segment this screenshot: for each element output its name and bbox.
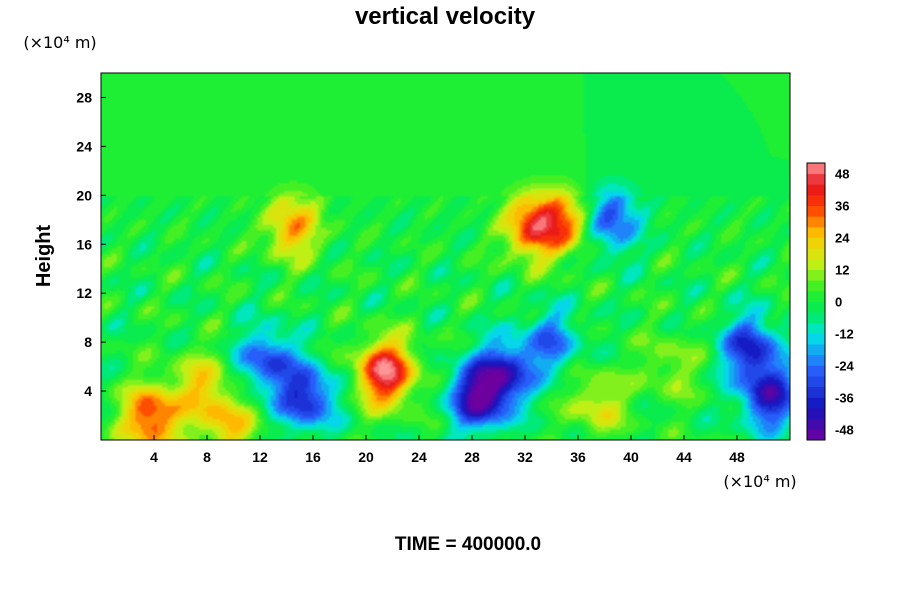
- y-tick-label: 4: [84, 383, 92, 399]
- colorbar-swatch: [807, 344, 825, 356]
- x-tick-label: 44: [676, 449, 692, 465]
- colorbar-swatch: [807, 280, 825, 292]
- colorbar-frame: [806, 162, 826, 441]
- colorbar-swatch: [807, 397, 825, 409]
- colorbar-tick-label: 36: [835, 199, 849, 214]
- y-tick-label: 12: [76, 285, 92, 301]
- x-axis-ticks: 4 8 12 16 20 24 28 32 36 40 44 48: [150, 435, 745, 465]
- y-tick-label: 20: [76, 187, 92, 203]
- y-axis-ticks: 4 8 12 16 20 24 28: [76, 89, 106, 399]
- x-tick-label: 8: [203, 449, 211, 465]
- colorbar-tick-label: -36: [835, 390, 854, 405]
- colorbar-ticks: 48 36 24 12 0 -12 -24 -36 -48: [835, 167, 855, 438]
- colorbar-tick-label: 0: [835, 295, 842, 310]
- colorbar-swatch: [807, 184, 825, 196]
- x-tick-label: 20: [358, 449, 374, 465]
- colorbar-tick-label: -24: [835, 358, 855, 373]
- colorbar-swatch: [807, 376, 825, 388]
- y-axis-unit: (×10⁴ m): [23, 33, 96, 52]
- x-tick-label: 48: [729, 449, 745, 465]
- colorbar-swatch: [807, 237, 825, 249]
- colorbar-swatch: [807, 194, 825, 207]
- heatmap-field: [101, 73, 790, 440]
- colorbar-tick-label: 24: [835, 231, 850, 246]
- colorbar-swatch: [807, 216, 825, 228]
- y-tick-label: 8: [84, 334, 92, 350]
- colorbar-swatch: [807, 269, 825, 281]
- colorbar-swatch: [807, 205, 825, 217]
- x-tick-label: 4: [150, 449, 158, 465]
- colorbar-swatch: [807, 333, 825, 345]
- colorbar-tick-label: -48: [835, 422, 854, 437]
- time-annotation: TIME = 400000.0: [395, 534, 541, 555]
- colorbar-swatch: [807, 226, 825, 238]
- colorbar-swatch: [807, 301, 825, 313]
- y-axis-label: Height: [33, 225, 55, 288]
- colorbar-swatch: [807, 248, 825, 260]
- x-axis-unit: (×10⁴ m): [723, 472, 796, 491]
- plot-frame: [100, 72, 791, 441]
- colorbar-tick-label: 48: [835, 167, 849, 182]
- colorbar-swatch: [807, 418, 825, 430]
- y-tick-label: 16: [76, 236, 92, 252]
- chart-title: vertical velocity: [355, 3, 536, 30]
- colorbar-swatch: [807, 365, 825, 377]
- colorbar-swatch: [807, 290, 825, 302]
- x-tick-label: 12: [252, 449, 268, 465]
- colorbar-swatch: [807, 173, 825, 185]
- colorbar-swatch: [807, 258, 825, 270]
- colorbar-swatch: [807, 354, 825, 366]
- y-tick-label: 24: [76, 138, 92, 154]
- colorbar-tick-label: -12: [835, 326, 854, 341]
- x-tick-label: 16: [305, 449, 321, 465]
- y-tick-label: 28: [76, 89, 92, 105]
- colorbar-swatch: [807, 408, 825, 420]
- colorbar-swatch: [807, 322, 825, 334]
- x-tick-label: 40: [623, 449, 639, 465]
- colorbar-swatch: [807, 429, 825, 441]
- colorbar-swatch: [807, 386, 825, 398]
- x-tick-label: 28: [464, 449, 480, 465]
- x-tick-label: 24: [411, 449, 427, 465]
- x-tick-label: 36: [570, 449, 586, 465]
- colorbar-swatch: [807, 312, 825, 324]
- colorbar-swatch: [807, 163, 825, 175]
- colorbar: [806, 162, 826, 441]
- colorbar-tick-label: 12: [835, 263, 849, 278]
- x-tick-label: 32: [517, 449, 533, 465]
